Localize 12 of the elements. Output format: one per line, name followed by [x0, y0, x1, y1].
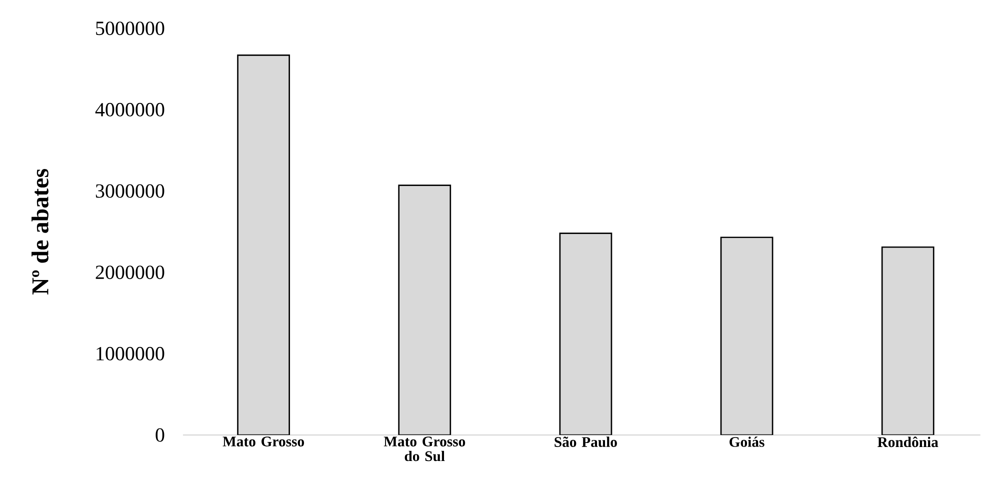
x-tick-label: Mato Grosso	[222, 436, 304, 446]
y-tick-label: 0	[156, 428, 164, 442]
x-tick-label: São Paulo	[554, 436, 617, 448]
y-tick-label: 3000000	[96, 184, 164, 198]
y-tick-label: 1000000	[96, 346, 164, 360]
y-tick-label: 2000000	[96, 266, 164, 280]
x-tick-label: Goiás	[730, 436, 764, 447]
y-tick-label: 5000000	[96, 22, 164, 36]
y-axis-title: Nº de abates	[32, 168, 48, 294]
x-tick-label: Mato Grosso do Sul	[384, 436, 466, 462]
y-tick-label: 4000000	[95, 102, 164, 116]
x-tick-label: Rondônia	[878, 436, 938, 448]
